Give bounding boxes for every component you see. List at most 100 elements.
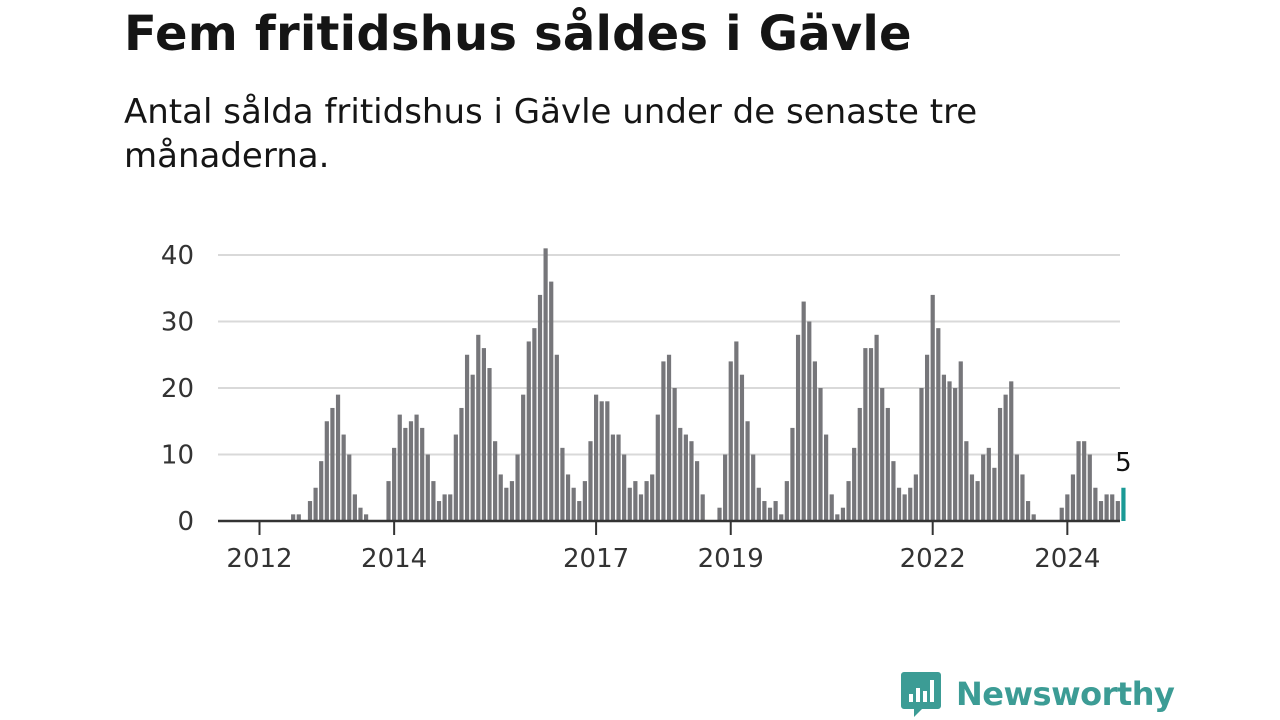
bar — [307, 501, 313, 521]
bar — [930, 294, 935, 521]
bar — [448, 494, 453, 521]
chart-bubble-icon — [901, 672, 941, 717]
bar — [459, 407, 464, 521]
bar — [549, 281, 554, 521]
x-tick-label: 2024 — [1034, 544, 1100, 574]
bar — [291, 514, 296, 521]
bar — [644, 481, 649, 521]
bar — [975, 481, 980, 521]
bar — [414, 414, 419, 521]
bar — [330, 407, 335, 521]
bar — [992, 467, 997, 521]
bar — [341, 434, 346, 521]
bar — [762, 501, 767, 521]
x-tick-label: 2012 — [226, 544, 292, 574]
bar — [470, 374, 475, 521]
bar — [661, 361, 666, 521]
bar — [784, 481, 789, 521]
bar — [1009, 381, 1014, 521]
bar — [498, 474, 503, 521]
bar — [588, 441, 593, 521]
bar — [521, 394, 526, 521]
bar — [509, 481, 515, 521]
bar — [526, 341, 531, 521]
bar — [767, 507, 773, 521]
bar — [1076, 441, 1081, 521]
bar — [924, 354, 930, 521]
bar — [1087, 454, 1092, 521]
bar — [1003, 394, 1008, 521]
bar — [431, 481, 436, 521]
bar — [335, 394, 341, 521]
bar — [801, 301, 806, 521]
bar — [953, 388, 958, 521]
bar — [425, 454, 430, 521]
bar — [840, 507, 846, 521]
value-label: 5 — [1115, 448, 1132, 478]
bar — [324, 421, 329, 521]
logo-text: Newsworthy — [956, 675, 1175, 713]
y-tick-label: 0 — [177, 507, 194, 537]
bar — [717, 507, 722, 521]
bar — [1014, 454, 1019, 521]
bar — [650, 474, 655, 521]
bar — [678, 427, 683, 521]
bar — [420, 427, 425, 521]
bar — [352, 494, 357, 521]
bar — [386, 481, 391, 521]
bar — [605, 401, 610, 521]
bar — [622, 454, 627, 521]
x-tick-label: 2022 — [900, 544, 966, 574]
bar — [666, 354, 672, 521]
bar — [683, 434, 688, 521]
bar — [835, 514, 840, 521]
bar — [857, 407, 862, 521]
bar — [560, 447, 565, 521]
chart-subtitle: Antal sålda fritidshus i Gävle under de … — [124, 92, 978, 176]
bar — [958, 361, 963, 521]
bar — [829, 494, 834, 521]
bar — [476, 334, 481, 521]
bar — [694, 461, 700, 521]
bar — [1104, 494, 1109, 521]
bar — [296, 514, 301, 521]
bar — [493, 441, 498, 521]
bar — [442, 494, 447, 521]
bar — [638, 494, 644, 521]
bar — [913, 474, 918, 521]
bar — [532, 328, 537, 521]
bar — [891, 461, 896, 521]
bar — [773, 501, 778, 521]
bar — [616, 434, 621, 521]
bar — [487, 368, 492, 521]
bar — [599, 401, 604, 521]
bar — [515, 454, 520, 521]
bar — [1070, 474, 1076, 521]
bar — [908, 487, 913, 521]
bar — [896, 487, 902, 521]
bar — [795, 334, 801, 521]
bar — [700, 494, 705, 521]
bar — [610, 434, 616, 521]
y-tick-label: 10 — [161, 441, 194, 471]
y-tick-label: 20 — [161, 374, 194, 404]
bar — [1025, 501, 1031, 521]
bar — [812, 361, 817, 521]
bar — [852, 447, 857, 521]
bar — [739, 374, 745, 521]
bar — [689, 441, 694, 521]
x-tick-label: 2014 — [361, 544, 427, 574]
bar — [363, 514, 369, 521]
bar — [824, 434, 829, 521]
bar — [863, 348, 868, 521]
bar — [941, 374, 947, 521]
bar — [885, 407, 890, 521]
bar — [790, 427, 795, 521]
bar — [1082, 441, 1087, 521]
bar — [565, 474, 571, 521]
bar — [1115, 501, 1120, 521]
newsworthy-logo[interactable]: Newsworthy — [900, 668, 1175, 720]
bar — [453, 434, 458, 521]
bar — [543, 248, 548, 521]
bar — [397, 414, 402, 521]
